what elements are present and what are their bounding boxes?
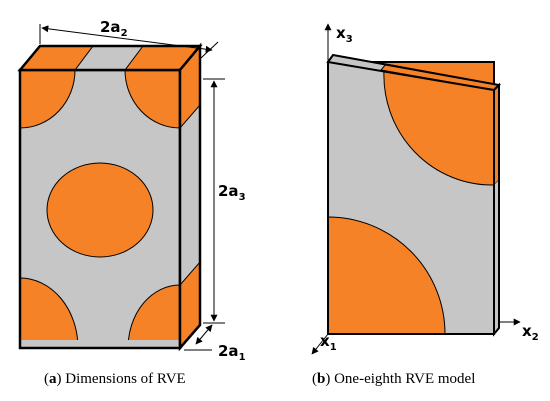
label-x3: x3 (336, 24, 353, 45)
inclusion-quarter-top-right (383, 62, 494, 186)
label-2a2: 2a2 (100, 18, 128, 39)
dimension-height: 2a3 (203, 78, 246, 324)
label-2a3: 2a3 (218, 182, 246, 203)
label-x1: x1 (320, 332, 337, 353)
inclusion-corner-bottom-left (20, 277, 79, 340)
rve-block (17, 42, 203, 352)
axis-x3: x3 (324, 23, 353, 62)
label-2a1: 2a1 (218, 342, 246, 363)
dimension-depth: 2a1 (184, 324, 246, 363)
side-face (178, 42, 202, 352)
side-face-b (493, 82, 500, 337)
caption-a: (a) Dimensions of RVE (44, 371, 186, 387)
inclusion-corner-top-left (20, 70, 76, 129)
top-face (17, 44, 203, 72)
label-x2: x2 (522, 322, 539, 343)
front-face (18, 68, 182, 350)
caption-b: (b) One-eighth RVE model (312, 371, 475, 387)
axis-x1: x1 (311, 332, 337, 355)
front-face-b (327, 61, 495, 335)
inclusion-quarter-bottom-left (328, 216, 446, 334)
eighth-model (326, 53, 502, 337)
inclusion-corner-top-right (124, 70, 180, 129)
inclusion-corner-bottom-right (127, 284, 180, 340)
dimension-width: 2a2 (39, 18, 219, 59)
inclusion-center (46, 162, 154, 258)
axis-x2: x2 (499, 318, 539, 343)
